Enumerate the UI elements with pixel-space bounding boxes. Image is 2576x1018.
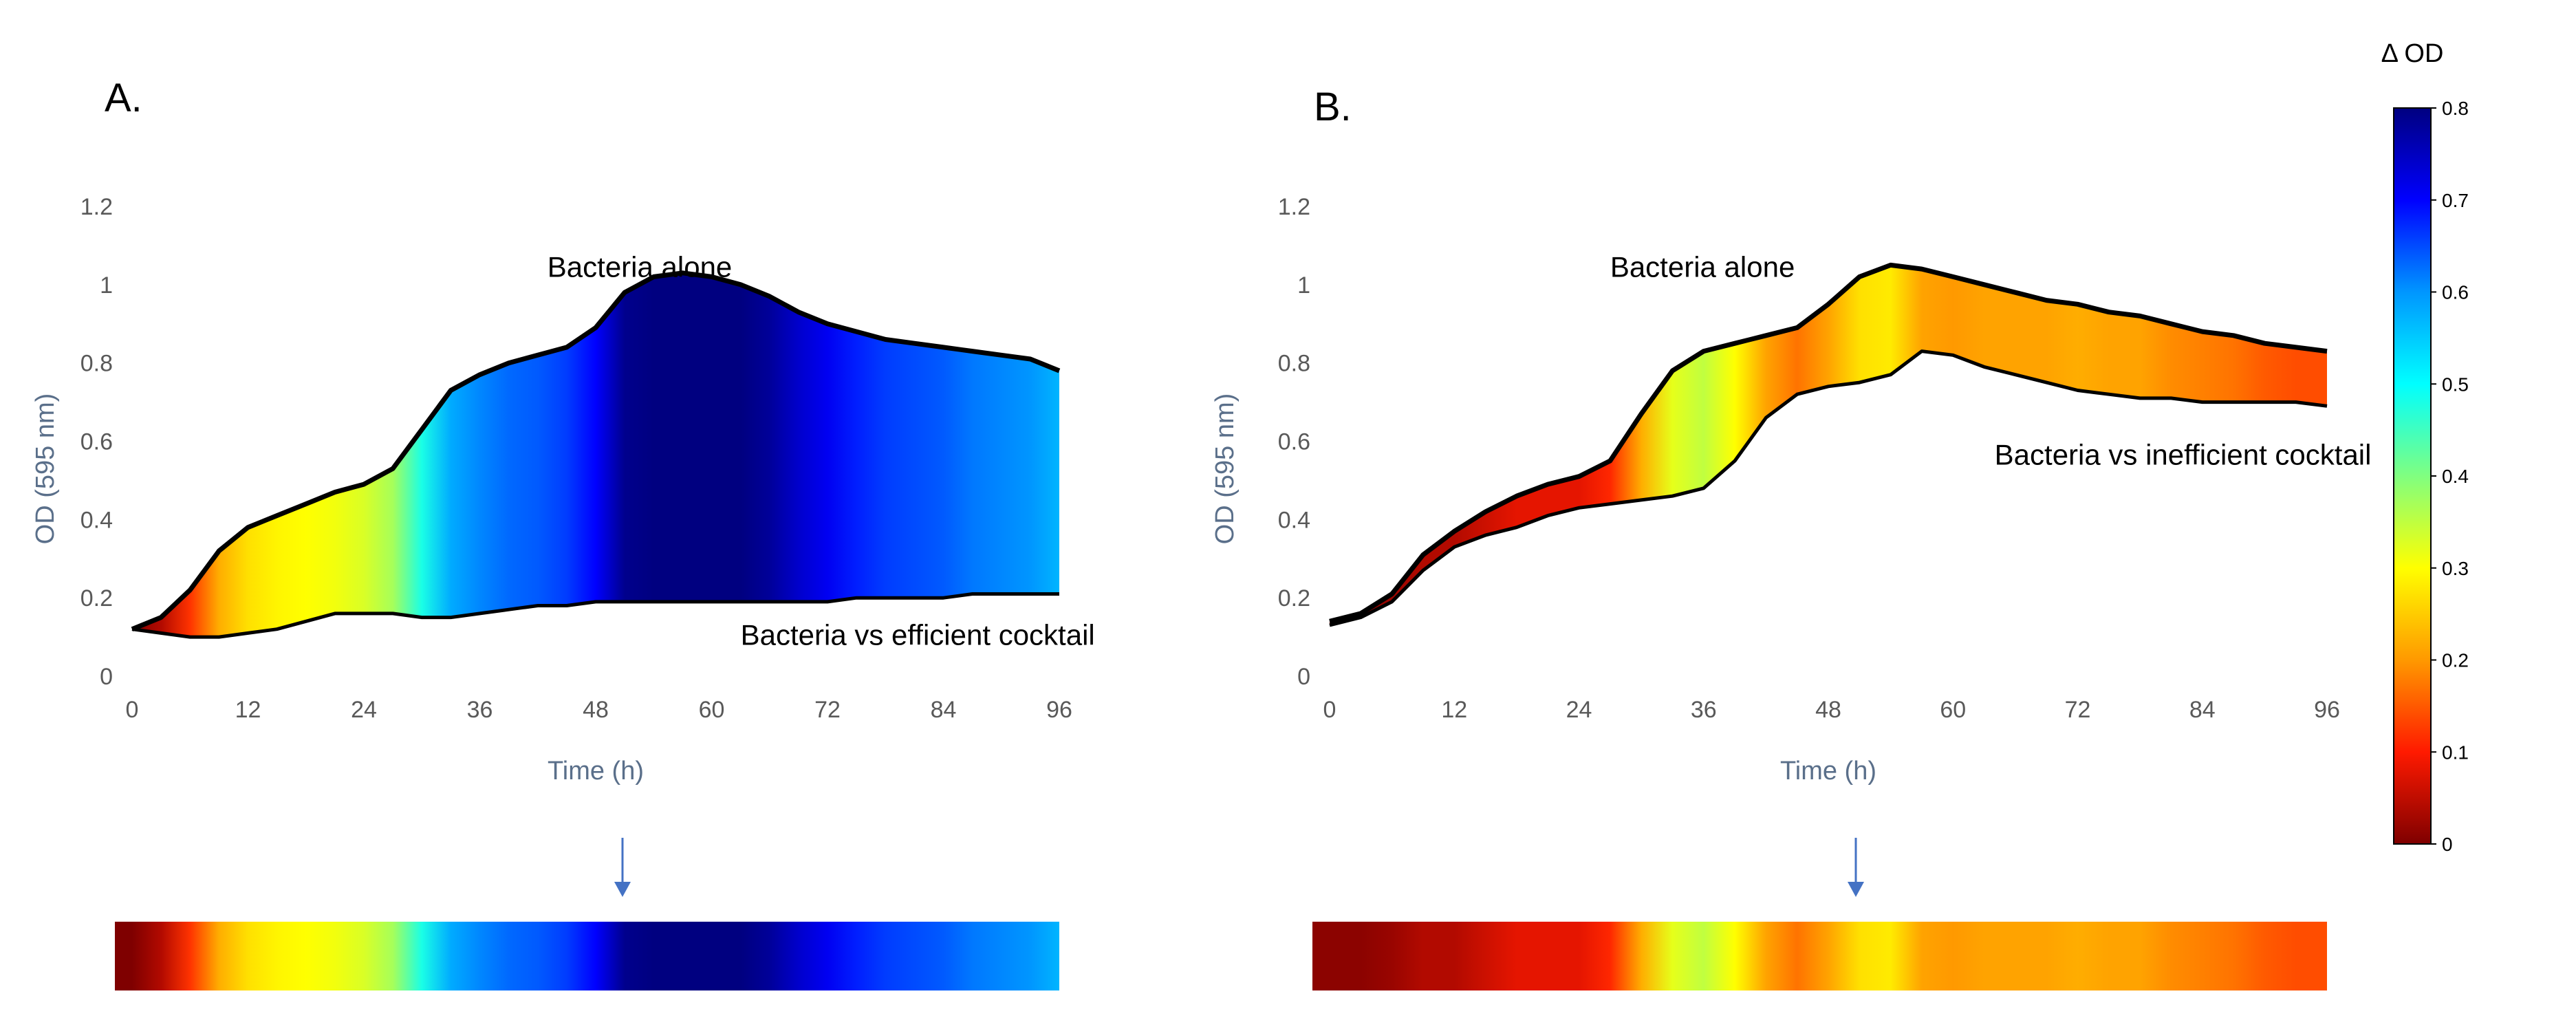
series-annotation: Bacteria vs efficient cocktail — [741, 618, 1095, 651]
colorbar-ramp — [2393, 107, 2432, 845]
x-tick-label: 0 — [126, 697, 139, 723]
series-annotation: Bacteria alone — [1610, 250, 1795, 283]
y-tick-label: 0.6 — [80, 429, 113, 455]
y-tick-label: 0.8 — [1278, 351, 1310, 377]
delta-od-band — [132, 272, 1059, 638]
series-annotation: Bacteria vs inefficient cocktail — [1995, 439, 2372, 471]
x-tick-label: 0 — [1323, 697, 1336, 723]
colorbar-tick-label: 0.2 — [2442, 650, 2469, 671]
colorbar-tick-label: 0.6 — [2442, 282, 2469, 303]
panel-letter: B. — [1314, 85, 1352, 129]
series-annotation: Bacteria alone — [548, 250, 733, 283]
colorbar-title: Δ OD — [2381, 39, 2444, 68]
x-tick-label: 60 — [1940, 697, 1966, 723]
delta-od-strip — [1312, 922, 2327, 990]
x-axis-title: Time (h) — [1780, 757, 1876, 786]
x-tick-label: 48 — [1815, 697, 1841, 723]
panel-b: B. 0 0.2 0.4 0.6 0.8 1 1.2 0 12 24 36 48 60 72 84 96 Time… — [1211, 85, 2371, 990]
x-tick-label: 84 — [931, 697, 957, 723]
y-tick-label: 0.2 — [80, 585, 113, 611]
panel-letter: A. — [105, 76, 142, 120]
y-tick-label: 0.4 — [80, 507, 113, 533]
x-tick-label: 60 — [699, 697, 725, 723]
y-tick-label: 1.2 — [80, 194, 113, 220]
delta-od-band — [1330, 265, 2327, 625]
y-tick-label: 0 — [100, 664, 113, 690]
x-tick-label: 84 — [2189, 697, 2216, 723]
y-tick-label: 0.8 — [80, 351, 113, 377]
colorbar-tick-label: 0.4 — [2442, 466, 2469, 487]
x-tick-label: 96 — [2314, 697, 2340, 723]
y-tick-label: 0.6 — [1278, 429, 1310, 455]
delta-od-strip — [115, 922, 1059, 990]
series-line-bacteria-alone — [131, 270, 1061, 631]
x-tick-label: 96 — [1046, 697, 1072, 723]
x-tick-label: 24 — [1566, 697, 1592, 723]
x-tick-label: 72 — [2065, 697, 2091, 723]
x-tick-label: 12 — [235, 697, 261, 723]
x-tick-label: 36 — [467, 697, 493, 723]
x-tick-label: 24 — [351, 697, 377, 723]
colorbar-tick-label: 0.5 — [2442, 373, 2469, 395]
y-axis-title: OD (595 nm) — [31, 393, 60, 545]
series-line-cocktail — [1329, 349, 2328, 627]
colorbar-tick-label: 0.7 — [2442, 190, 2469, 211]
y-tick-label: 0.4 — [1278, 507, 1310, 533]
y-tick-label: 1 — [1297, 272, 1310, 299]
series-line-bacteria-alone — [1329, 262, 2328, 624]
arrow-head-icon — [1848, 882, 1864, 897]
series-line-cocktail — [131, 592, 1059, 639]
colorbar: Δ OD 0 0.1 0.2 0.3 0.4 0.5 0.6 0.7 0.8 — [2381, 39, 2469, 855]
colorbar-tick-label: 0.8 — [2442, 98, 2469, 119]
colorbar-tick-label: 0 — [2442, 834, 2453, 855]
y-tick-label: 1.2 — [1278, 194, 1310, 220]
colorbar-tick-label: 0.3 — [2442, 558, 2469, 579]
y-tick-label: 0.2 — [1278, 585, 1310, 611]
x-tick-label: 36 — [1691, 697, 1717, 723]
x-tick-label: 72 — [814, 697, 841, 723]
x-axis-title: Time (h) — [548, 757, 644, 786]
x-tick-label: 12 — [1441, 697, 1467, 723]
x-tick-label: 48 — [583, 697, 609, 723]
panel-a: A. 0 0.2 0.4 0.6 0.8 1 1.2 0 12 24 36 48 60 72 84 96 Time… — [31, 76, 1095, 990]
y-tick-label: 0 — [1297, 664, 1310, 690]
y-tick-label: 1 — [100, 272, 113, 299]
arrow-head-icon — [614, 882, 631, 897]
y-axis-title: OD (595 nm) — [1211, 393, 1240, 545]
colorbar-tick-label: 0.1 — [2442, 741, 2469, 763]
